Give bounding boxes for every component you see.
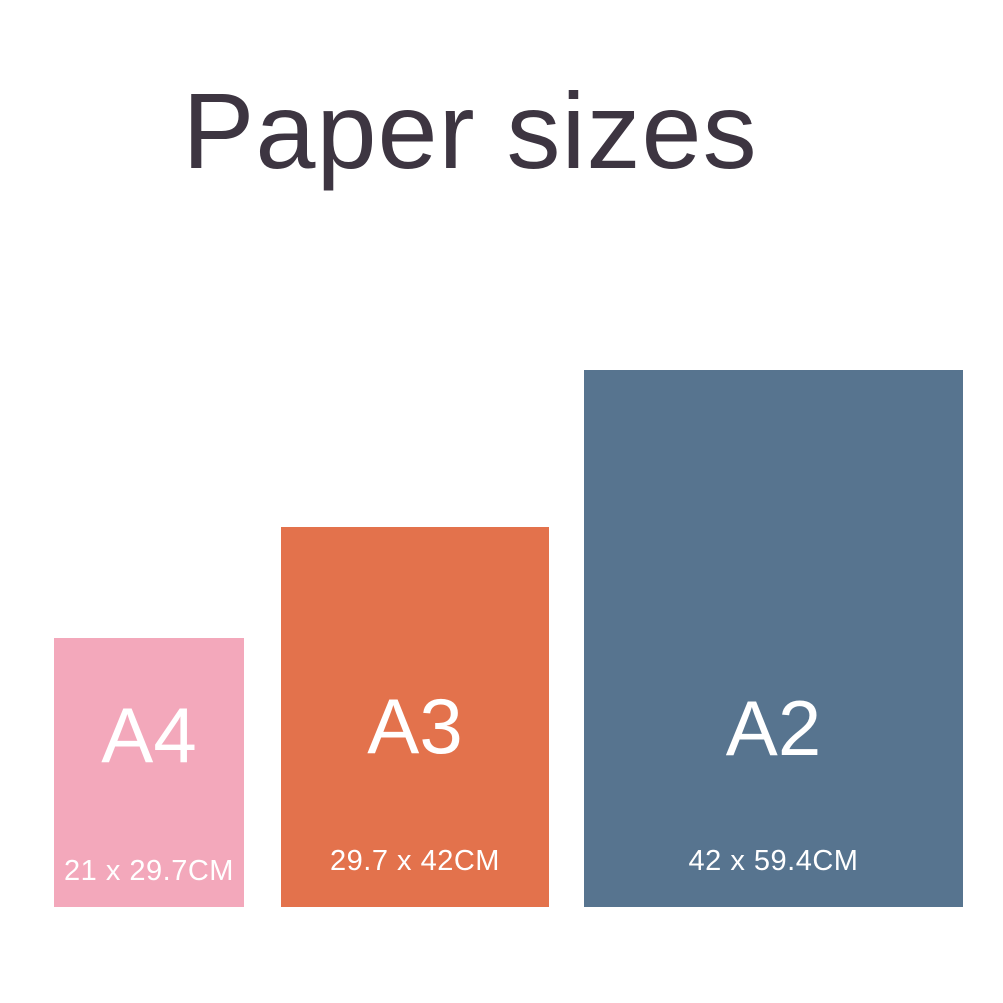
sheet-a3: A3 29.7 x 42CM (281, 527, 549, 907)
page-title: Paper sizes (182, 70, 758, 191)
sheet-dimensions: 21 x 29.7CM (64, 855, 234, 887)
sheet-label: A3 (367, 682, 463, 770)
sheet-a4: A4 21 x 29.7CM (54, 638, 244, 907)
sheet-dimensions: 29.7 x 42CM (330, 845, 500, 877)
sheet-label: A2 (725, 684, 822, 772)
sheet-a2: A2 42 x 59.4CM (584, 370, 963, 907)
sheet-dimensions: 42 x 59.4CM (688, 845, 859, 877)
sheet-label: A4 (101, 691, 197, 779)
